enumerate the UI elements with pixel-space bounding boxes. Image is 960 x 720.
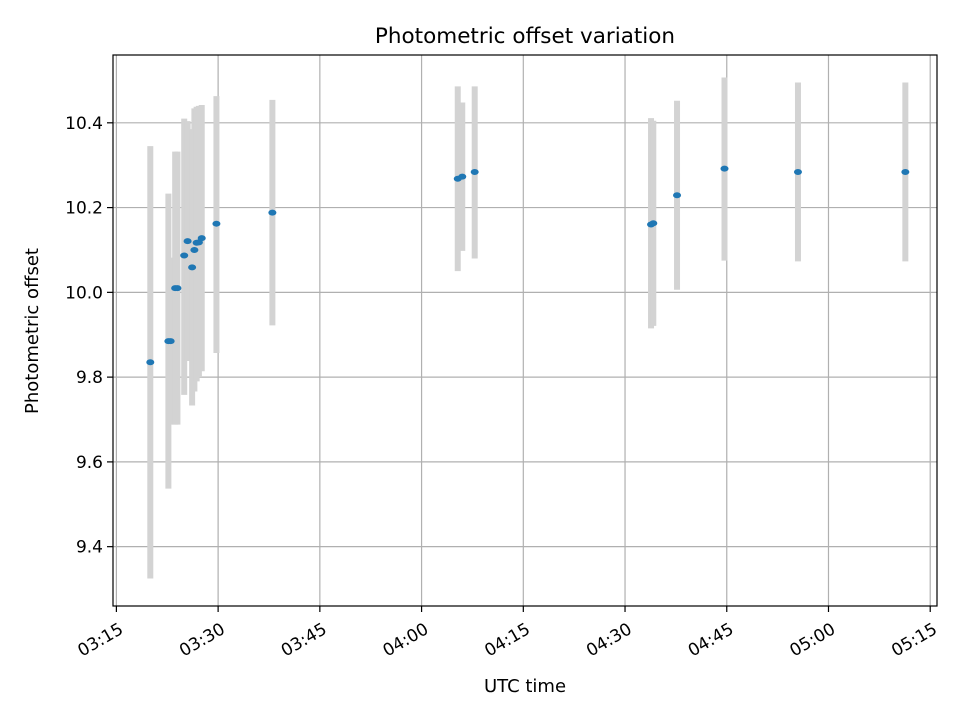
data-point xyxy=(212,220,221,227)
errorbar-layer xyxy=(147,77,909,579)
x-tick-label: 05:00 xyxy=(787,619,839,661)
data-point xyxy=(146,359,155,366)
x-tick-label: 03:45 xyxy=(278,619,330,661)
y-axis-label: Photometric offset xyxy=(22,248,43,414)
data-point xyxy=(183,238,192,245)
grid-layer xyxy=(113,55,937,606)
point-layer xyxy=(146,165,910,366)
y-tick-label: 10.2 xyxy=(65,199,103,219)
data-point xyxy=(166,338,175,345)
plot-frame xyxy=(112,54,938,607)
data-point xyxy=(720,165,729,172)
data-point xyxy=(197,235,206,242)
x-tick-label: 04:45 xyxy=(685,619,737,661)
data-point xyxy=(173,285,182,292)
data-point xyxy=(268,209,277,216)
chart-title: Photometric offset variation xyxy=(375,24,675,49)
x-tick-label: 04:00 xyxy=(380,619,432,661)
data-point xyxy=(470,168,479,175)
data-point xyxy=(458,173,467,180)
x-axis-label: UTC time xyxy=(484,676,566,697)
data-point xyxy=(793,168,802,175)
x-tick-label: 04:15 xyxy=(481,619,533,661)
x-tick-label: 03:15 xyxy=(74,619,126,661)
x-tick-label: 03:30 xyxy=(176,619,228,661)
y-tick-label: 9.6 xyxy=(76,453,103,473)
x-tick-label: 05:15 xyxy=(888,619,940,661)
y-tick-label: 10.0 xyxy=(65,283,103,303)
data-point xyxy=(649,220,658,227)
data-point xyxy=(901,168,910,175)
y-tick-label: 9.4 xyxy=(76,538,103,558)
data-point xyxy=(673,192,682,199)
data-point xyxy=(180,252,189,259)
data-point xyxy=(190,246,199,253)
y-tick-label: 9.8 xyxy=(76,368,103,388)
y-tick-label: 10.4 xyxy=(65,114,103,134)
data-point xyxy=(188,264,197,271)
x-tick-label: 04:30 xyxy=(583,619,635,661)
